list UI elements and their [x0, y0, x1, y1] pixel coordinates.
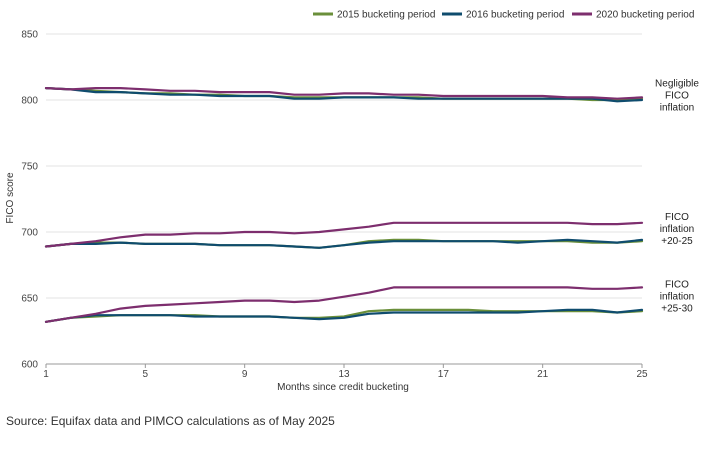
annotation-line: FICO	[665, 279, 689, 290]
y-tick-label: 600	[21, 360, 38, 371]
annotation-line: inflation	[660, 103, 694, 114]
annotation-line: +25-30	[661, 303, 693, 314]
y-tick-label: 850	[21, 30, 38, 41]
annotation-line: inflation	[660, 224, 694, 235]
source-note: Source: Equifax data and PIMCO calculati…	[6, 414, 335, 428]
annotation-line: FICO	[665, 212, 689, 223]
x-tick-label: 21	[537, 369, 549, 380]
legend-entry: 2015 bucketing period	[337, 10, 435, 21]
x-axis-ticks: 1 5 9 13 17 21 25	[43, 364, 648, 380]
x-tick-label: 17	[438, 369, 450, 380]
x-tick-label: 5	[143, 369, 149, 380]
y-tick-label: 700	[21, 228, 38, 239]
annotation-line: inflation	[660, 291, 694, 302]
fico-line-chart: 600 650 700 750 800 850 1 5 9 13 17 21 25 2015 buck…	[5, 10, 699, 394]
legend-entry: 2020 bucketing period	[596, 10, 694, 21]
annotation-label: FICO inflation +20-25	[660, 212, 694, 247]
series-line-2-group-0	[44, 87, 644, 100]
annotation-line: FICO	[665, 91, 689, 102]
legend-entry: 2016 bucketing period	[466, 10, 564, 21]
series-line-1-group-1	[44, 238, 644, 249]
y-tick-label: 750	[21, 162, 38, 173]
series-line-1-group-0	[44, 87, 644, 103]
y-axis-label: FICO score	[5, 172, 16, 224]
x-tick-label: 9	[242, 369, 248, 380]
series-line-2-group-2	[44, 286, 644, 323]
x-tick-label: 1	[43, 369, 49, 380]
y-tick-label: 650	[21, 294, 38, 305]
x-tick-label: 13	[338, 369, 350, 380]
x-axis-label: Months since credit bucketing	[277, 382, 409, 393]
series-lines	[44, 87, 644, 323]
x-tick-label: 25	[636, 369, 648, 380]
series-line-2-group-1	[44, 221, 644, 248]
y-tick-label: 800	[21, 96, 38, 107]
annotation-label: Negligible FICO inflation	[655, 79, 699, 114]
annotation-line: Negligible	[655, 79, 699, 90]
series-line-1-group-2	[44, 308, 644, 323]
y-axis-ticks: 600 650 700 750 800 850	[21, 30, 38, 371]
legend: 2015 bucketing period 2016 bucketing peri…	[313, 10, 694, 21]
annotation-line: +20-25	[661, 236, 693, 247]
annotation-label: FICO inflation +25-30	[660, 279, 694, 314]
